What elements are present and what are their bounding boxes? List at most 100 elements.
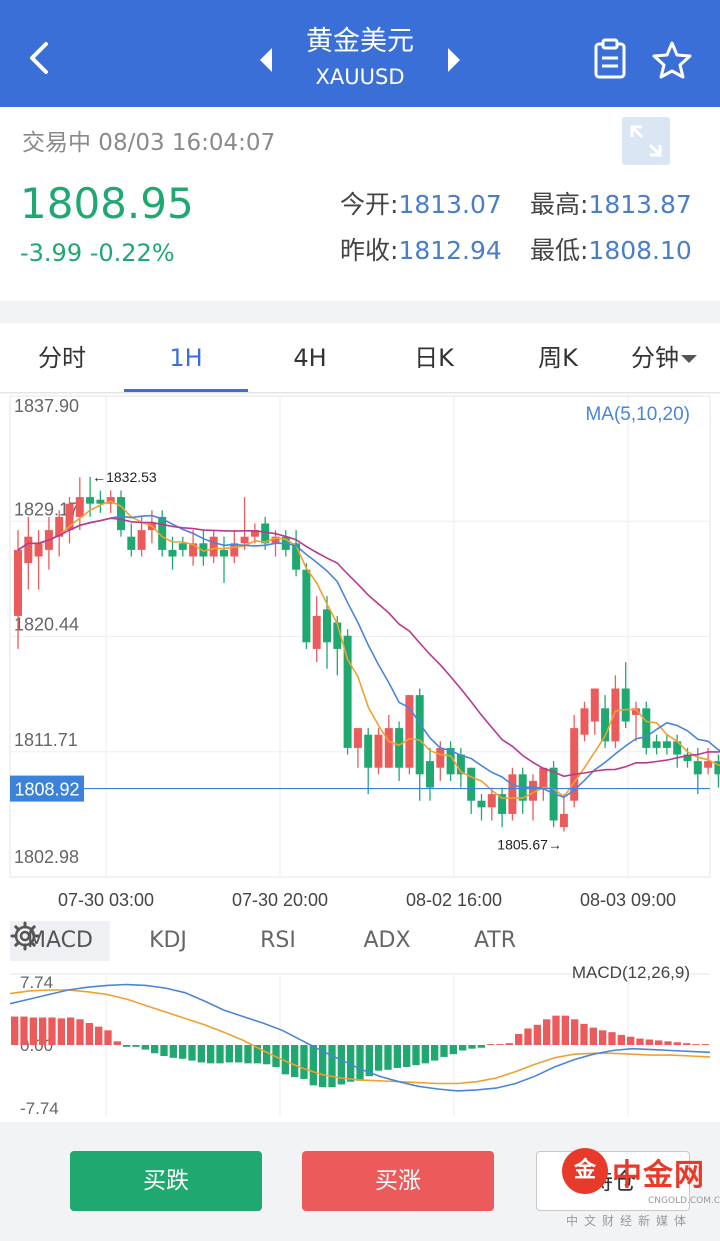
candle-body xyxy=(364,734,373,768)
macd-histogram-bar xyxy=(29,1017,37,1045)
candle-body xyxy=(312,615,321,649)
tab-adx[interactable]: ADX xyxy=(363,928,411,953)
candle-body xyxy=(220,549,228,557)
candle-body xyxy=(529,780,537,801)
watermark-logo: 金 中金网 CNGOLD.COM.CN 中文财经新媒体 xyxy=(562,1148,720,1238)
macd-histogram-bar xyxy=(543,1019,551,1045)
macd-histogram-bar xyxy=(487,1044,495,1046)
candle-body xyxy=(240,536,249,544)
macd-histogram-bar xyxy=(571,1019,579,1045)
candle-body xyxy=(652,741,661,748)
candle-body xyxy=(292,543,301,570)
low-stat: 最低:1808.10 xyxy=(530,231,692,267)
macd-histogram-bar xyxy=(197,1045,205,1063)
y-tick-label: 1811.71 xyxy=(14,730,78,750)
candle-body xyxy=(683,754,692,762)
tab-minute[interactable]: 分钟 xyxy=(608,323,720,393)
top-bar: 黄金美元 XAUUSD xyxy=(0,0,720,107)
macd-histogram-bar xyxy=(20,1016,28,1045)
symbol-code: XAUUSD xyxy=(315,65,405,89)
tab-atr[interactable]: ATR xyxy=(473,928,517,953)
macd-histogram-bar xyxy=(608,1032,616,1045)
ma20-line xyxy=(17,517,720,778)
candle-body xyxy=(353,728,362,748)
macd-histogram-bar xyxy=(673,1042,681,1045)
star-icon[interactable] xyxy=(652,40,692,80)
tab-timeshare[interactable]: 分时 xyxy=(38,344,86,372)
page-title: 黄金美元 xyxy=(306,26,414,57)
kline-chart[interactable]: 1837.90 1829.17 1820.44 1811.71 1802.98 07-30… xyxy=(0,394,720,1122)
back-icon[interactable] xyxy=(22,36,58,80)
buy-button[interactable]: 买涨 xyxy=(302,1151,494,1211)
macd-histogram-bar xyxy=(645,1039,653,1045)
candle-body xyxy=(24,536,33,564)
sell-button[interactable]: 买跌 xyxy=(70,1151,262,1211)
candle-body xyxy=(714,761,720,775)
macd-histogram-bar xyxy=(365,1045,373,1077)
indicator-tabs: MACD KDJ RSI ADX ATR xyxy=(10,921,710,961)
y-tick-label: 1820.44 xyxy=(14,615,79,635)
candle-body xyxy=(333,622,342,649)
prev-close-value: 1812.94 xyxy=(398,236,502,265)
open-label: 今开: xyxy=(340,190,399,219)
macd-histogram-bar xyxy=(515,1033,523,1045)
candle-body xyxy=(55,516,64,537)
macd-histogram-bar xyxy=(188,1045,196,1061)
high-stat: 最高:1813.87 xyxy=(530,185,692,221)
macd-histogram-bar xyxy=(561,1015,569,1045)
tab-rsi[interactable]: RSI xyxy=(260,928,296,953)
macd-histogram-bar xyxy=(309,1045,317,1086)
candle-body xyxy=(65,503,74,531)
position-button[interactable]: 持仓 xyxy=(536,1151,690,1211)
candle-body xyxy=(436,747,445,768)
prev-close-stat: 昨收:1812.94 xyxy=(340,231,502,267)
open-stat: 今开:1813.07 xyxy=(340,185,502,221)
macd-histogram-bar xyxy=(533,1024,541,1045)
candle-body xyxy=(250,530,259,537)
macd-histogram-bar xyxy=(636,1038,644,1045)
candle-body xyxy=(570,728,579,801)
macd-histogram-bar xyxy=(160,1045,168,1057)
chart-area[interactable]: 1837.90 1829.17 1820.44 1811.71 1802.98 07-30… xyxy=(0,394,720,1122)
watermark-logo-mark: 金 xyxy=(562,1148,608,1194)
tab-weekly[interactable]: 周K xyxy=(538,344,578,372)
candle-body xyxy=(405,695,414,768)
candle-body xyxy=(498,794,507,814)
candle-body xyxy=(446,747,455,775)
macd-histogram-bar xyxy=(701,1044,709,1046)
candle-body xyxy=(271,536,280,544)
tab-1h[interactable]: 1H xyxy=(169,344,203,372)
macd-histogram-bar xyxy=(655,1040,663,1045)
candle-body xyxy=(168,549,177,557)
next-symbol-icon[interactable] xyxy=(444,46,464,74)
prev-symbol-icon[interactable] xyxy=(256,46,276,74)
candle-body xyxy=(477,800,486,808)
macd-histogram-bar xyxy=(403,1045,411,1068)
tab-daily[interactable]: 日K xyxy=(414,344,454,372)
candle-body xyxy=(704,761,713,768)
candle-body xyxy=(632,708,640,715)
x-tick-label: 08-02 16:00 xyxy=(406,890,502,910)
macd-histogram-bar xyxy=(319,1045,327,1088)
fullscreen-icon[interactable] xyxy=(622,117,670,165)
macd-y-tick: 7.74 xyxy=(20,973,53,992)
x-tick-label: 08-03 09:00 xyxy=(580,890,676,910)
clipboard-icon[interactable] xyxy=(592,38,628,80)
macd-histogram-bar xyxy=(692,1044,700,1046)
y-tick-label: 1837.90 xyxy=(14,396,79,416)
ma-legend: MA(5,10,20) xyxy=(585,404,690,425)
low-label: 最低: xyxy=(530,236,589,265)
macd-histogram-bar xyxy=(113,1041,121,1045)
macd-histogram-bar xyxy=(375,1045,383,1071)
candle-body xyxy=(611,688,620,742)
macd-histogram-bar xyxy=(440,1045,448,1057)
tab-4h[interactable]: 4H xyxy=(293,344,327,372)
tab-kdj[interactable]: KDJ xyxy=(149,928,187,953)
macd-histogram-bar xyxy=(477,1045,485,1048)
candle-body xyxy=(415,695,424,775)
macd-histogram-bar xyxy=(589,1027,597,1045)
candle-body xyxy=(673,741,682,755)
gear-icon[interactable] xyxy=(10,921,40,951)
macd-histogram-bar xyxy=(300,1045,308,1079)
macd-histogram-bar xyxy=(95,1026,103,1045)
